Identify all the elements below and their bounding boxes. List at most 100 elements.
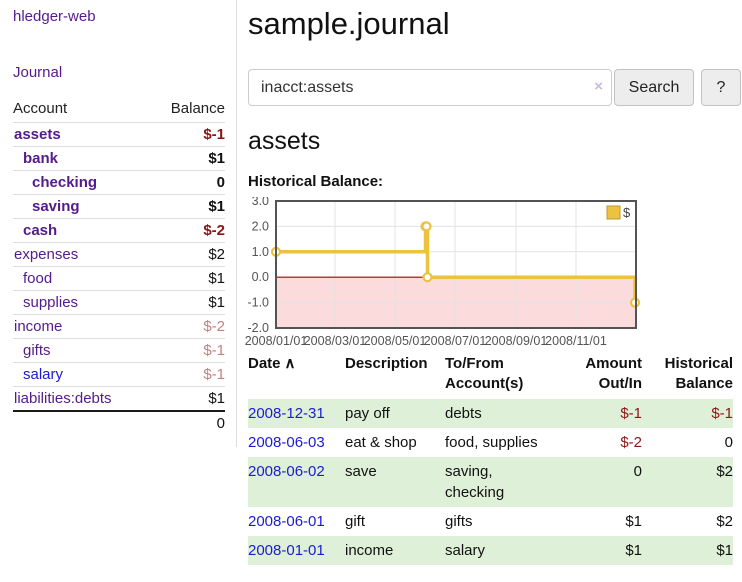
account-link[interactable]: cash (23, 222, 58, 239)
transaction-amount: $1 (625, 512, 642, 530)
account-row: liabilities:debts $1 (13, 386, 225, 412)
account-link[interactable]: gifts (23, 342, 51, 359)
account-link[interactable]: expenses (14, 246, 79, 263)
transaction-date-link[interactable]: 2008-01-01 (248, 541, 325, 559)
clear-search-icon[interactable]: × (594, 78, 603, 95)
register-header-accounts: To/From Account(s) (445, 355, 524, 393)
account-name-cell: cash (13, 219, 150, 243)
account-row: salary $-1 (13, 362, 225, 387)
account-link[interactable]: salary (23, 366, 64, 383)
accounts-header-account: Account (13, 100, 68, 117)
account-link[interactable]: food (23, 270, 53, 287)
search-button[interactable]: Search (614, 69, 694, 106)
help-button[interactable]: ? (701, 69, 741, 106)
search-bar: × Search ? (248, 69, 742, 106)
transaction-amount: $-1 (620, 404, 642, 422)
account-balance: $-1 (203, 126, 225, 143)
account-row: assets $-1 (13, 122, 225, 147)
transaction-description: save (345, 462, 377, 480)
svg-text:-1.0: -1.0 (247, 296, 269, 310)
account-name-cell: supplies (13, 291, 150, 315)
app-title-link[interactable]: hledger-web (13, 8, 96, 25)
transaction-date-link[interactable]: 2008-06-02 (248, 462, 325, 480)
svg-text:2008/11/01: 2008/11/01 (545, 334, 607, 348)
transaction-description: pay off (345, 404, 390, 422)
svg-text:1.0: 1.0 (252, 245, 269, 259)
account-link[interactable]: bank (23, 150, 59, 167)
account-balance: $1 (208, 390, 225, 407)
account-name-cell: assets (13, 123, 150, 147)
transaction-row: 2008-06-02 save saving, checking 0 $2 (248, 456, 733, 507)
transaction-balance: 0 (724, 433, 733, 451)
transaction-description: gift (345, 512, 366, 530)
transaction-date-cell: 2008-06-01 (248, 507, 345, 536)
account-link[interactable]: income (14, 318, 63, 335)
register-header-row: Date ∧ Description To/From Account(s) Amo… (248, 352, 733, 399)
account-link[interactable]: saving (32, 198, 80, 215)
sidebar-nav: Journal (13, 64, 224, 82)
historical-balance-chart: $3.0 2.0 1.0 0.0 -1.0 -2.02008/01/012008/03/0… (245, 197, 641, 348)
transaction-description: income (345, 541, 394, 559)
account-name-cell: expenses (13, 243, 150, 267)
account-name-cell: liabilities:debts (13, 387, 150, 412)
svg-text:2.0: 2.0 (252, 219, 269, 233)
svg-text:-2.0: -2.0 (247, 321, 269, 335)
account-link[interactable]: assets (14, 126, 61, 143)
account-balance: $1 (208, 198, 225, 215)
account-balance: $-1 (203, 366, 225, 383)
account-balance: 0 (216, 174, 225, 191)
transaction-date-link[interactable]: 2008-12-31 (248, 404, 325, 422)
transaction-row: 2008-06-03 eat & shop food, supplies $-2… (248, 428, 733, 457)
accounts-total-value: 0 (216, 415, 225, 432)
svg-text:2008/05/01: 2008/05/01 (364, 334, 427, 348)
transaction-accounts: debts (445, 404, 482, 422)
account-name-cell: bank (13, 147, 150, 171)
account-balance: $-2 (203, 222, 225, 239)
transaction-balance: $2 (716, 512, 733, 530)
svg-text:2008/09/01: 2008/09/01 (485, 334, 548, 348)
register-table: Date ∧ Description To/From Account(s) Amo… (248, 352, 733, 565)
account-balance: $-2 (203, 318, 225, 335)
account-balance: $1 (208, 294, 225, 311)
transaction-balance: $2 (716, 462, 733, 480)
account-link[interactable]: checking (32, 174, 98, 191)
account-balance: $-1 (203, 342, 225, 359)
transaction-date-link[interactable]: 2008-06-03 (248, 433, 325, 451)
account-balance: $1 (208, 150, 225, 167)
transaction-date-cell: 2008-06-03 (248, 428, 345, 457)
svg-text:0.0: 0.0 (252, 270, 269, 284)
account-name-cell: income (13, 315, 150, 339)
account-row: food $1 (13, 266, 225, 291)
main-content: sample.journal × Search ? assets Histori… (245, 0, 742, 565)
transaction-date-cell: 2008-06-02 (248, 457, 345, 507)
account-row: cash $-2 (13, 218, 225, 243)
account-link[interactable]: liabilities:debts (14, 390, 112, 407)
transaction-date-cell: 2008-01-01 (248, 536, 345, 565)
transaction-balance: $-1 (711, 404, 733, 422)
accounts-total-spacer (13, 411, 150, 435)
search-box: × (248, 69, 612, 106)
account-row: saving $1 (13, 194, 225, 219)
account-name-cell: salary (13, 363, 150, 387)
transaction-accounts: food, supplies (445, 433, 538, 451)
search-input[interactable] (248, 69, 612, 106)
account-heading: assets (248, 127, 321, 155)
register-header-date: Date ∧ (248, 355, 296, 372)
accounts-total-row: 0 (13, 411, 225, 435)
transaction-row: 2008-12-31 pay off debts $-1 $-1 (248, 398, 733, 428)
svg-text:$: $ (623, 205, 631, 220)
register-header-amount: Amount Out/In (585, 355, 642, 393)
account-name-cell: checking (13, 171, 150, 195)
transaction-balance: $1 (716, 541, 733, 559)
account-name-cell: saving (13, 195, 150, 219)
transaction-amount: $-2 (620, 433, 642, 451)
account-row: supplies $1 (13, 290, 225, 315)
sort-ascending-icon: ∧ (284, 355, 296, 372)
account-name-cell: gifts (13, 339, 150, 363)
account-link[interactable]: supplies (23, 294, 79, 311)
sidebar-item-journal[interactable]: Journal (13, 64, 63, 81)
transaction-date-link[interactable]: 2008-06-01 (248, 512, 325, 530)
page-title: sample.journal (248, 6, 450, 41)
register-header-description: Description (345, 355, 428, 372)
